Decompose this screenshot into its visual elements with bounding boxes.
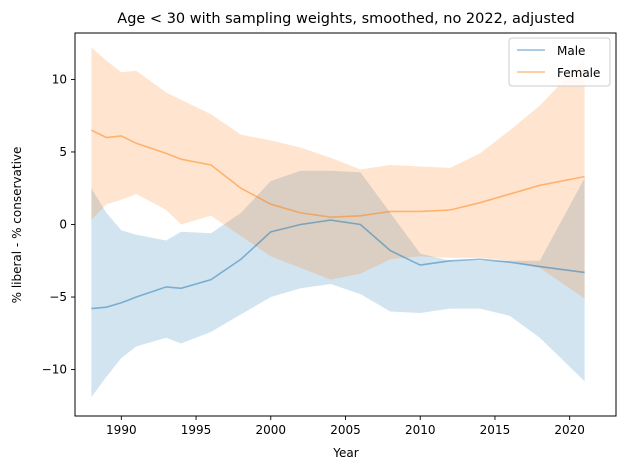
- confidence-band-female: [91, 47, 585, 299]
- legend-label-female: Female: [557, 66, 600, 80]
- y-tick-label: −5: [49, 290, 67, 304]
- series-line-male: [91, 219, 585, 310]
- legend: Male Female: [508, 37, 611, 87]
- x-axis-label: Year: [332, 446, 358, 460]
- y-tick-label: 0: [59, 218, 67, 232]
- x-tick-label: 1995: [181, 423, 212, 437]
- series-line-female: [91, 129, 585, 219]
- x-tick-label: 2005: [330, 423, 361, 437]
- x-tick-label: 2000: [256, 423, 287, 437]
- x-tick-label: 2010: [405, 423, 436, 437]
- x-tick-label: 2020: [554, 423, 585, 437]
- y-tick-label: −10: [42, 363, 67, 377]
- legend-label-male: Male: [557, 44, 585, 58]
- confidence-bands: [91, 47, 585, 398]
- y-tick-label: 10: [52, 72, 67, 86]
- y-axis-ticks: −10 −5 0 5 10: [42, 72, 75, 377]
- x-axis-ticks: 1990 1995 2000 2005 2010 2015 2020: [106, 416, 585, 437]
- x-tick-label: 2015: [480, 423, 511, 437]
- x-tick-label: 1990: [106, 423, 137, 437]
- series-lines: [91, 129, 585, 310]
- y-axis-label: % liberal - % conservative: [10, 147, 24, 304]
- y-tick-label: 5: [59, 145, 67, 159]
- chart-title: Age < 30 with sampling weights, smoothed…: [117, 11, 574, 27]
- confidence-band-male: [91, 170, 585, 398]
